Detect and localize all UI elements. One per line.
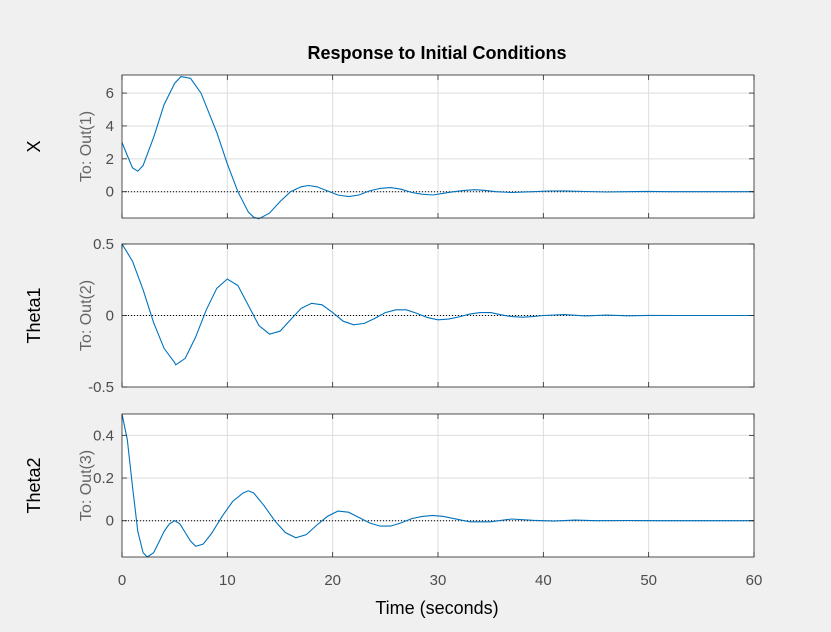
chart-title: Response to Initial Conditions xyxy=(307,43,566,63)
y-tick-label: 0.5 xyxy=(93,236,114,253)
x-tick-label: 40 xyxy=(535,572,552,589)
subplot-1: 0 2 4 6 To: Out(1) X xyxy=(24,74,755,220)
y-tick-label: 0.2 xyxy=(93,470,114,487)
x-axis-label: Time (seconds) xyxy=(375,598,498,618)
y-axis-label: Theta1 xyxy=(24,287,44,343)
output-label: To: Out(1) xyxy=(78,111,95,182)
y-tick-label: 0 xyxy=(106,513,114,530)
output-label: To: Out(3) xyxy=(78,450,95,521)
y-axis-label: Theta2 xyxy=(24,457,44,513)
y-tick-label: -0.5 xyxy=(88,379,114,396)
y-tick-label: 0.4 xyxy=(93,427,114,444)
y-tick-label: 6 xyxy=(106,85,114,102)
subplot-2: -0.5 0 0.5 To: Out(2) Theta1 xyxy=(24,236,755,396)
x-tick-label: 20 xyxy=(324,572,341,589)
series-line-3 xyxy=(121,413,754,558)
y-axis-label: X xyxy=(24,140,44,152)
x-tick-label: 10 xyxy=(219,572,236,589)
x-tick-label: 30 xyxy=(430,572,447,589)
series-line-2 xyxy=(121,243,754,366)
y-tick-label: 2 xyxy=(106,151,114,168)
output-label: To: Out(2) xyxy=(78,280,95,351)
y-tick-label: 0 xyxy=(106,184,114,201)
y-tick-label: 4 xyxy=(106,118,114,135)
x-tick-label: 0 xyxy=(118,572,126,589)
x-tick-label: 60 xyxy=(746,572,763,589)
y-tick-label: 0 xyxy=(106,308,114,325)
subplot-3: 0 0.2 0.4 To: Out(3) Theta2 xyxy=(24,413,755,558)
series-line-1 xyxy=(121,76,754,220)
x-tick-label: 50 xyxy=(640,572,657,589)
